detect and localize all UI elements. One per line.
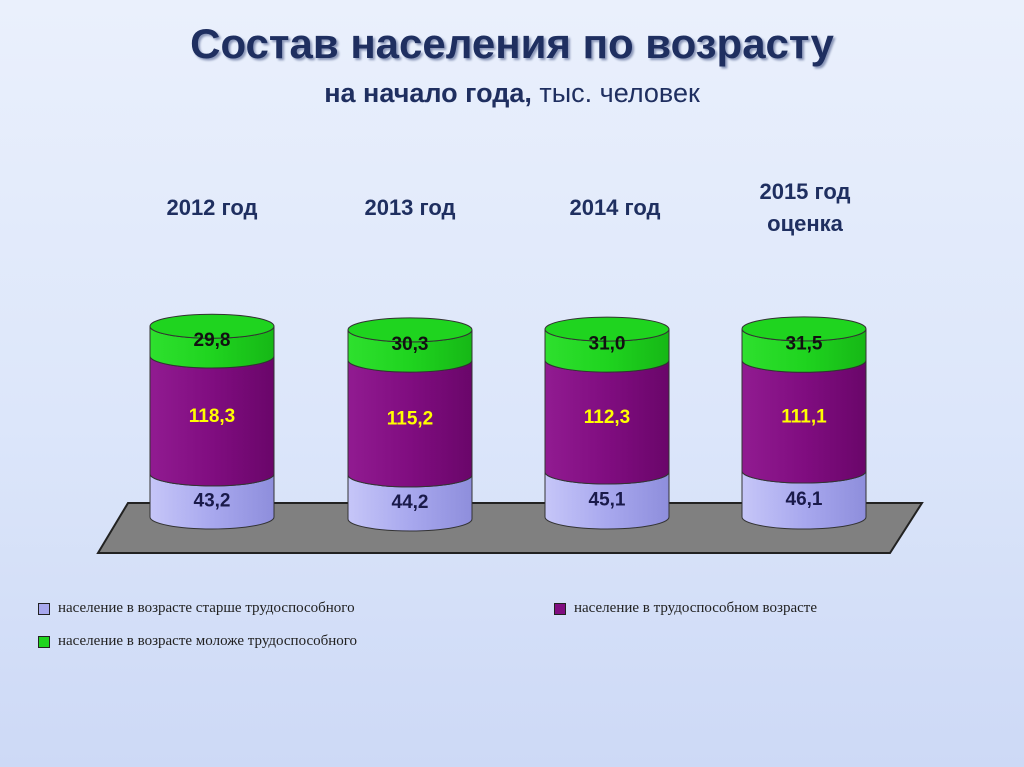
bar-cap-0	[149, 313, 275, 339]
legend-swatch-younger	[38, 635, 50, 648]
data-label-younger-0: 29,8	[194, 330, 231, 351]
subtitle-rest: тыс. человек	[531, 78, 700, 108]
bar-stack-3: 46,1 111,1 31,5	[741, 316, 867, 530]
data-label-older-3: 46,1	[786, 489, 823, 510]
bar-cap-3	[741, 316, 867, 342]
legend-label-working: население в трудоспособном возрасте	[574, 600, 817, 616]
category-label-2012: 2012 год	[166, 195, 258, 220]
chart-subtitle: на начало года, тыс. человек	[0, 78, 1024, 109]
data-label-working-1: 115,2	[387, 409, 434, 430]
legend-item-older: население в возрасте старше трудоспособн…	[38, 600, 355, 617]
bar-stack-1: 44,2 115,2 30,3	[347, 317, 473, 532]
subtitle-bold: на начало года,	[324, 78, 532, 108]
category-label-2013: 2013 год	[364, 195, 456, 220]
data-label-younger-3: 31,5	[786, 334, 823, 355]
legend-item-younger: население в возрасте моложе трудоспособн…	[38, 633, 357, 650]
bar-cap-2	[544, 316, 670, 342]
legend-swatch-older	[38, 602, 50, 615]
category-label-2014: 2014 год	[569, 195, 661, 220]
bar-stack-0: 43,2 118,3 29,8	[149, 313, 275, 530]
data-label-older-1: 44,2	[392, 492, 429, 513]
data-label-working-0: 118,3	[189, 406, 236, 427]
data-label-older-0: 43,2	[194, 490, 231, 511]
legend-swatch-working	[554, 602, 566, 615]
category-label-2015: 2015 год оценка	[759, 179, 851, 236]
bars-group: 43,2118,329,844,2115,230,345,1112,331,04…	[149, 313, 867, 532]
data-label-working-3: 111,1	[781, 407, 827, 428]
legend-label-older: население в возрасте старше трудоспособн…	[58, 600, 355, 616]
legend-label-younger: население в возрасте моложе трудоспособн…	[58, 633, 358, 649]
bar-cap-1	[347, 317, 473, 343]
chart-title: Состав населения по возрасту	[190, 20, 834, 67]
bar-stack-2: 45,1 112,3 31,0	[544, 316, 670, 530]
legend: население в возрасте старше трудоспособн…	[38, 592, 978, 662]
data-label-younger-1: 30,3	[392, 334, 429, 355]
data-label-younger-2: 31,0	[589, 334, 626, 355]
data-label-older-2: 45,1	[589, 490, 626, 511]
data-label-working-2: 112,3	[584, 407, 631, 428]
legend-item-working: население в трудоспособном возрасте	[554, 600, 817, 617]
